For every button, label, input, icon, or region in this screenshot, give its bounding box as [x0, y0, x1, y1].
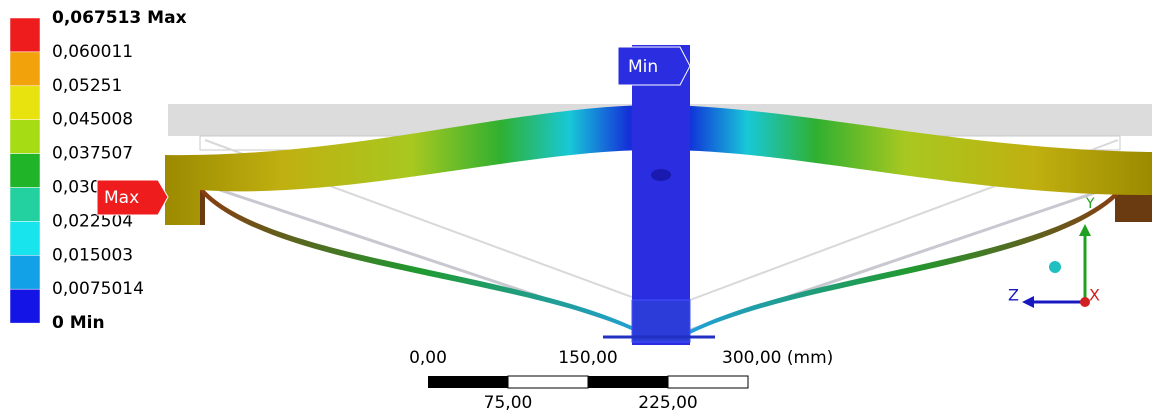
scale-label: 75,00: [484, 393, 533, 413]
x-label: X: [1089, 286, 1100, 305]
legend-band: [10, 86, 40, 120]
legend-label: 0,05251: [52, 76, 122, 96]
legend-band: [10, 255, 40, 289]
scale-segment: [668, 376, 748, 388]
legend-band: [10, 120, 40, 154]
scale-label: 150,00: [558, 348, 617, 368]
hole: [651, 169, 671, 181]
max-tag-label: Max: [104, 188, 139, 208]
legend-label: 0,045008: [52, 110, 133, 130]
legend: 0,067513 Max 0,060011 0,05251 0,045008 0,037…: [10, 8, 187, 333]
legend-band: [10, 52, 40, 86]
legend-band: [10, 188, 40, 222]
scale-segment: [428, 376, 508, 388]
leaf-spring: [690, 185, 1126, 334]
triad-sphere: [1049, 261, 1061, 273]
legend-band: [10, 221, 40, 255]
legend-label: 0 Min: [52, 313, 105, 333]
z-label: Z: [1008, 286, 1019, 305]
legend-band: [10, 289, 40, 323]
y-label: Y: [1085, 196, 1095, 212]
leaf-spring: [196, 185, 640, 334]
scale-segment: [508, 376, 588, 388]
scale-segment: [588, 376, 668, 388]
legend-label: 0,037507: [52, 144, 133, 164]
legend-label: 0,060011: [52, 42, 133, 62]
legend-label: 0,015003: [52, 245, 133, 265]
result-view: Min 0,067513 Max0,0600110,052510,0450080…: [0, 0, 1152, 414]
scale-label: 300,00 (mm): [722, 348, 833, 368]
legend-label: 0,067513 Max: [52, 8, 187, 28]
z-arrow: [1022, 296, 1034, 308]
legend-band: [10, 154, 40, 188]
y-arrow: [1079, 224, 1091, 236]
scale-label: 225,00: [638, 393, 697, 413]
scale-label: 0,00: [409, 348, 447, 368]
page: Min 0,067513 Max0,0600110,052510,0450080…: [0, 0, 1152, 414]
legend-label: 0,0075014: [52, 279, 144, 299]
min-tag-label: Min: [628, 57, 658, 77]
legend-band: [10, 18, 40, 52]
